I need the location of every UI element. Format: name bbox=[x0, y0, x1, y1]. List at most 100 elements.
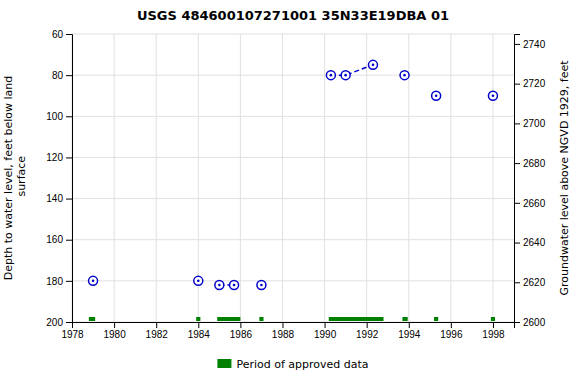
tick-label: 1992 bbox=[356, 329, 379, 340]
point bbox=[326, 71, 335, 80]
point-dot bbox=[372, 64, 375, 67]
tick-mark bbox=[514, 322, 520, 323]
point-dot bbox=[233, 284, 236, 287]
axis-line bbox=[515, 35, 521, 323]
point-ring bbox=[257, 280, 266, 289]
point-ring bbox=[368, 60, 377, 69]
tick: 200 bbox=[46, 317, 72, 328]
tick: 1988 bbox=[272, 322, 295, 340]
tick-mark bbox=[66, 75, 72, 76]
point-ring bbox=[400, 71, 409, 80]
grid-line bbox=[72, 280, 514, 281]
period-bar bbox=[217, 317, 240, 321]
grid-line bbox=[450, 34, 451, 322]
period-bar bbox=[259, 317, 263, 321]
tick: 180 bbox=[46, 276, 72, 287]
tick-label: 2720 bbox=[523, 78, 546, 89]
grid-line bbox=[72, 116, 514, 117]
tick-label: 1994 bbox=[398, 329, 421, 340]
tick: 60 bbox=[52, 29, 72, 40]
grid-line bbox=[114, 34, 115, 322]
point bbox=[432, 91, 441, 100]
point-dot bbox=[492, 94, 495, 97]
tick-mark bbox=[514, 163, 520, 164]
tick-label: 1988 bbox=[272, 329, 295, 340]
tick: 80 bbox=[52, 70, 72, 81]
grid-line bbox=[366, 34, 367, 322]
tick-label: 2640 bbox=[523, 237, 546, 248]
point bbox=[368, 60, 377, 69]
tick-label: 2740 bbox=[523, 39, 546, 50]
legend-item: Period of approved data bbox=[217, 358, 368, 371]
tick-label: 1980 bbox=[103, 329, 126, 340]
tick-label: 1996 bbox=[440, 329, 463, 340]
tick-label: 120 bbox=[46, 152, 63, 163]
grid-line bbox=[72, 239, 514, 240]
period-bar bbox=[329, 317, 384, 321]
tick: 1990 bbox=[314, 322, 337, 340]
line bbox=[331, 65, 373, 75]
y-axis-title-line: Depth to water level, feet below land bbox=[2, 76, 15, 281]
tick-label: 2660 bbox=[523, 198, 546, 209]
point bbox=[400, 71, 409, 80]
legend-label: Period of approved data bbox=[236, 358, 368, 371]
tick: 1996 bbox=[440, 322, 463, 340]
chart: 1978198019821984198619881990199219941996… bbox=[0, 0, 576, 384]
point-dot bbox=[218, 284, 221, 287]
tick-mark bbox=[240, 322, 241, 328]
grid-line bbox=[72, 75, 514, 76]
point-dot bbox=[260, 284, 263, 287]
tick-label: 200 bbox=[46, 317, 63, 328]
point-ring bbox=[432, 91, 441, 100]
point-ring bbox=[326, 71, 335, 80]
grid-line bbox=[156, 34, 157, 322]
legend-swatch bbox=[217, 359, 231, 368]
tick: 1992 bbox=[356, 322, 379, 340]
point-dot bbox=[344, 74, 347, 77]
tick-label: 80 bbox=[52, 70, 64, 81]
point bbox=[194, 276, 203, 285]
grid-line bbox=[492, 34, 493, 322]
tick-mark bbox=[493, 322, 494, 328]
tick: 120 bbox=[46, 152, 72, 163]
tick-label: 100 bbox=[46, 111, 63, 122]
tick-mark bbox=[514, 44, 520, 45]
point bbox=[257, 280, 266, 289]
point bbox=[488, 91, 497, 100]
grid bbox=[72, 34, 514, 322]
point bbox=[215, 280, 224, 289]
period-bar bbox=[196, 317, 200, 321]
y2-axis: 26002620264026602680270027202740 bbox=[514, 35, 546, 328]
title: USGS 484600107271001 35N33E19DBA 01 bbox=[137, 8, 449, 23]
y-axis-title: Depth to water level, feet below land su… bbox=[2, 76, 28, 281]
point bbox=[89, 276, 98, 285]
tick-mark bbox=[66, 281, 72, 282]
point-dot bbox=[197, 280, 200, 283]
tick-mark bbox=[514, 243, 520, 244]
point-ring bbox=[194, 276, 203, 285]
grid-line bbox=[72, 34, 514, 35]
tick-mark bbox=[514, 123, 520, 124]
tick-mark bbox=[451, 322, 452, 328]
tick: 1998 bbox=[482, 322, 505, 340]
tick-label: 60 bbox=[52, 29, 64, 40]
tick-mark bbox=[514, 84, 520, 85]
tick: 2660 bbox=[514, 198, 546, 209]
tick: 2620 bbox=[514, 277, 546, 288]
period-bar bbox=[89, 317, 95, 321]
tick: 100 bbox=[46, 111, 72, 122]
legend: Period of approved data bbox=[217, 358, 368, 371]
tick: 160 bbox=[46, 234, 72, 245]
tick-label: 2600 bbox=[523, 317, 546, 328]
grid-line bbox=[240, 34, 241, 322]
period-bar bbox=[491, 317, 495, 321]
tick-mark bbox=[66, 34, 72, 35]
point-ring bbox=[89, 276, 98, 285]
tick-label: 1984 bbox=[188, 329, 211, 340]
tick: 2600 bbox=[514, 317, 546, 328]
tick-label: 180 bbox=[46, 276, 63, 287]
tick: 2680 bbox=[514, 158, 546, 169]
tick: 1978 bbox=[61, 322, 84, 340]
point-ring bbox=[341, 71, 350, 80]
tick: 1984 bbox=[188, 322, 211, 340]
